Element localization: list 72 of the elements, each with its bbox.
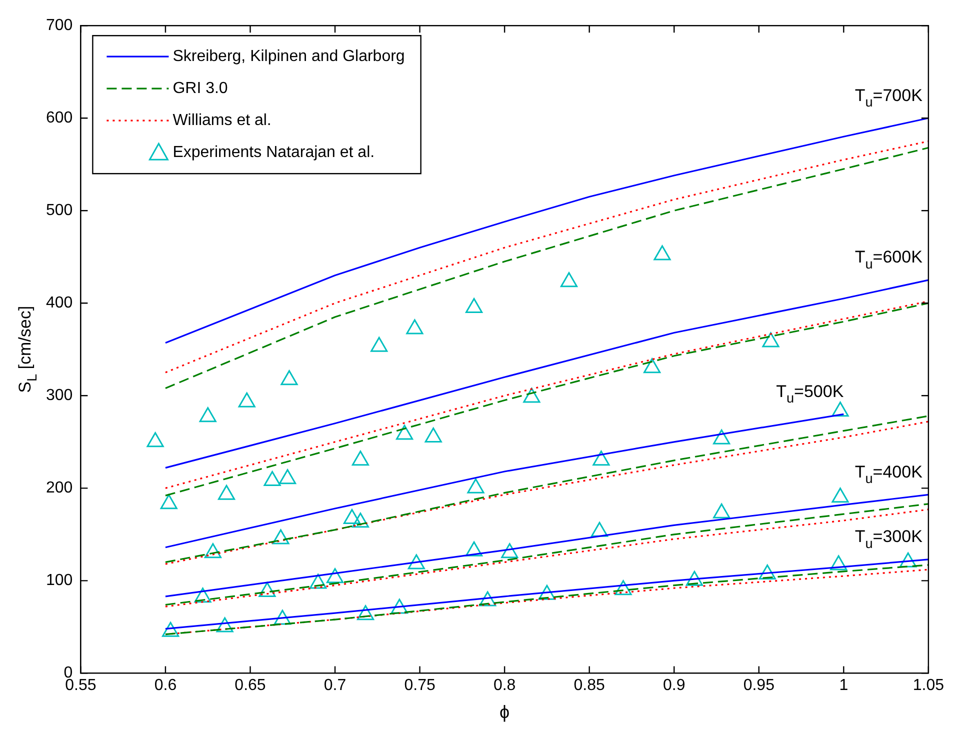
point [900,552,917,568]
x-tick-label: 0.8 [493,677,516,694]
y-tick-label: 700 [46,17,73,34]
y-tick-label: 100 [46,572,73,590]
point [758,564,776,580]
point [762,332,780,348]
point [199,407,216,422]
y-tick-label: 500 [46,202,73,220]
point [686,570,703,586]
point [279,469,296,484]
point [396,424,414,440]
legend-label: GRI 3.0 [172,80,228,98]
point [590,522,608,537]
point [352,512,369,528]
x-axis-title: ϕ [500,702,510,722]
point [408,554,425,570]
x-tick-label: 0.7 [324,677,346,694]
x-tick-label: 0.85 [574,677,606,694]
point [424,428,442,443]
point [146,432,164,448]
x-tick-label: 0.75 [404,677,436,694]
point [274,610,291,625]
point [467,478,484,494]
point [343,508,361,524]
point [352,450,369,466]
point [713,429,730,444]
y-tick-label: 400 [46,294,73,312]
point [370,336,388,352]
point [713,503,730,518]
point [466,541,483,556]
x-tick-label: 0.95 [743,677,775,694]
point [194,588,212,603]
point [830,555,848,570]
point [832,402,849,417]
point [479,591,496,606]
x-tick-label: 1.05 [912,677,944,694]
point [406,319,424,334]
point [592,450,610,466]
y-tick-label: 600 [46,110,73,127]
point [264,471,281,486]
legend-label: Williams et al. [172,112,272,130]
point [310,574,327,589]
point [501,543,518,558]
point [654,245,671,260]
legend-label: Experiments Natarajan et al. [172,144,375,162]
x-tick-label: 1 [839,677,848,694]
point [832,488,849,503]
legend-label: Skreiberg, Kilpinen and Glarborg [172,48,405,66]
point [326,568,344,584]
point [390,598,408,614]
point [538,584,556,600]
point [160,494,178,510]
point [644,358,661,374]
y-axis-title: SL [cm/sec] [16,306,40,393]
point [614,580,632,596]
point [466,298,483,314]
point [238,392,256,408]
x-tick-label: 0.9 [662,677,686,694]
point [218,484,236,500]
point [216,617,234,632]
y-tick-label: 200 [46,480,73,497]
point [560,272,578,288]
point [356,605,374,620]
y-tick-label: 300 [46,387,73,404]
point [204,543,222,558]
point [272,529,290,544]
point [162,622,180,637]
point [280,370,298,386]
x-tick-label: 0.65 [234,677,266,694]
point [258,582,276,598]
x-tick-label: 0.6 [154,677,177,694]
point [523,388,540,403]
